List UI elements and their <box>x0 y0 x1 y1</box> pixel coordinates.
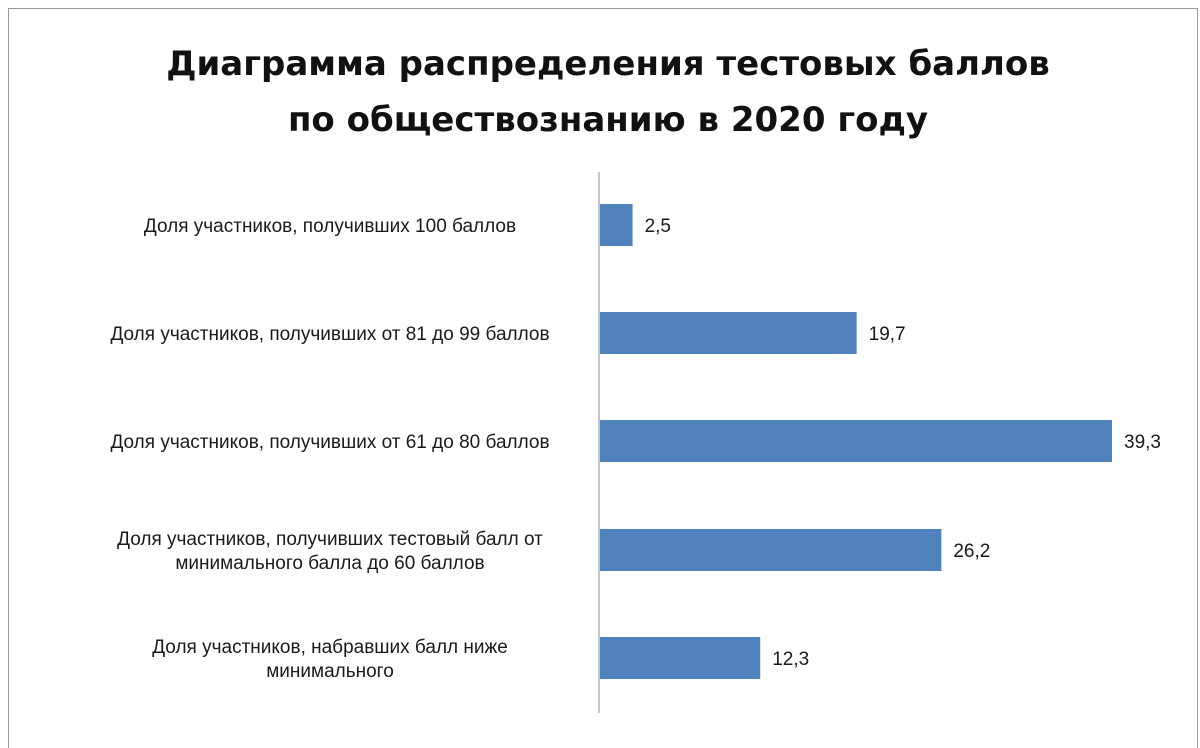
bar-2 <box>600 420 1112 462</box>
chart-title: Диаграмма распределения тестовых баллов … <box>0 36 1200 148</box>
category-label-3-line-1: минимального балла до 60 баллов <box>175 553 484 574</box>
bar-4 <box>600 637 761 679</box>
value-label-2: 39,3 <box>1124 432 1161 453</box>
category-label-4-line-0: Доля участников, набравших балл ниже <box>152 637 508 658</box>
category-label-2-line-0: Доля участников, получивших от 61 до 80 … <box>110 432 549 453</box>
category-label-3-line-0: Доля участников, получивших тестовый бал… <box>117 529 543 550</box>
bar-1 <box>600 312 857 354</box>
labels-group: 2,5 Доля участников, получивших 100 балло… <box>110 216 1161 682</box>
chart-title-line-1: Диаграмма распределения тестовых баллов <box>166 44 1050 84</box>
bars-group <box>600 204 1112 679</box>
bar-chart: 2,5 Доля участников, получивших 100 балло… <box>110 172 1161 713</box>
bar-3 <box>600 529 942 571</box>
category-label-1-line-0: Доля участников, получивших от 81 до 99 … <box>110 324 549 345</box>
category-label-4-line-1: минимального <box>266 661 394 682</box>
bar-0 <box>600 204 633 246</box>
chart-title-line-2: по обществознанию в 2020 году <box>287 100 929 140</box>
category-label-0-line-0: Доля участников, получивших 100 баллов <box>144 216 516 237</box>
chart-frame <box>8 8 1198 748</box>
value-label-1: 19,7 <box>869 324 906 345</box>
value-label-3: 26,2 <box>953 541 990 562</box>
value-label-4: 12,3 <box>772 649 809 670</box>
value-label-0: 2,5 <box>645 216 671 237</box>
